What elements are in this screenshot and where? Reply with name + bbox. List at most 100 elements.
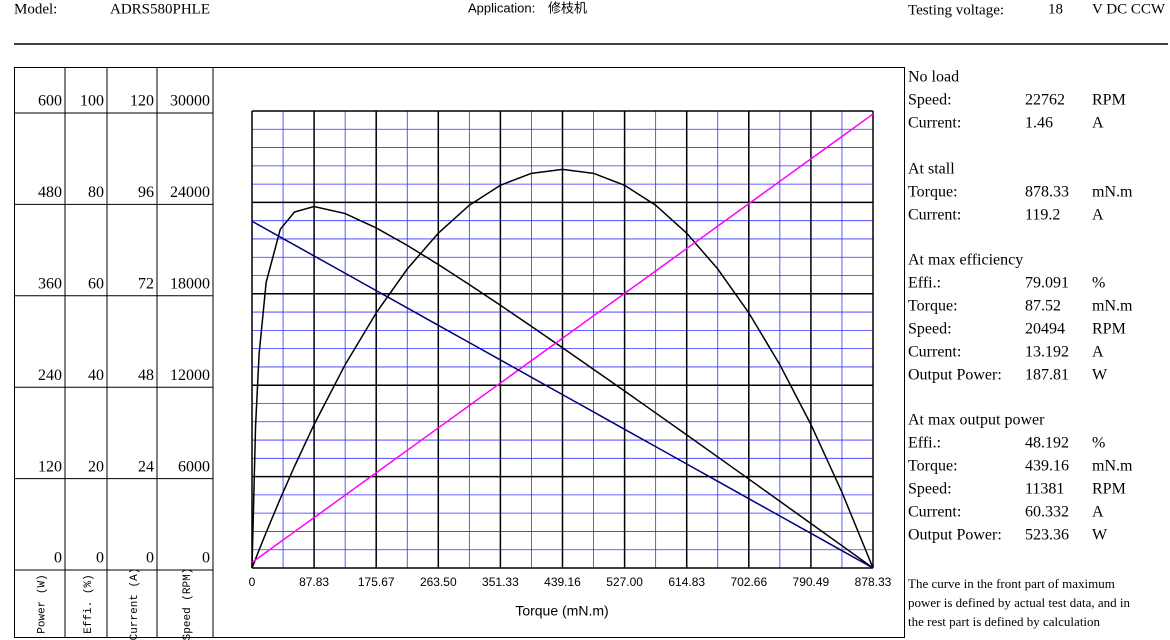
spec-unit: W: [1092, 527, 1108, 544]
y-tick-label: 20: [88, 458, 104, 475]
y-tick-label: 120: [130, 93, 154, 110]
y-tick-label: 80: [88, 184, 104, 201]
y-tick-label: 0: [146, 550, 154, 567]
note-line: the rest part is defined by calculation: [908, 614, 1101, 629]
y-axis-label: Power (W): [36, 574, 48, 633]
series-line: [251, 113, 874, 564]
y-tick-label: 12000: [170, 367, 210, 384]
y-tick-label: 0: [54, 550, 62, 567]
spec-unit: %: [1092, 435, 1105, 452]
spec-value: 60.332: [1025, 504, 1069, 521]
y-tick-label: 240: [38, 367, 62, 384]
spec-unit: %: [1092, 275, 1105, 292]
x-tick-label: 439.16: [544, 575, 581, 589]
y-axis-label: Speed (RPM): [182, 568, 194, 640]
spec-label: Torque:: [908, 298, 958, 315]
note-line: The curve in the front part of maximum: [908, 576, 1115, 591]
voltage: 18: [1048, 1, 1063, 17]
spec-unit: RPM: [1092, 321, 1126, 338]
y-tick-label: 360: [38, 275, 62, 292]
spec-label: Current:: [908, 344, 961, 361]
y-tick-label: 24: [138, 458, 154, 475]
spec-label: Current:: [908, 504, 961, 521]
spec-label: Current:: [908, 115, 961, 132]
spec-unit: A: [1092, 504, 1104, 521]
spec-unit: A: [1092, 115, 1104, 132]
spec-heading: At max efficiency: [908, 252, 1023, 269]
series-line: [251, 205, 874, 569]
y-tick-label: 96: [138, 184, 154, 201]
spec-value: 13.192: [1025, 344, 1069, 361]
y-axis-label: Current (A): [129, 568, 141, 640]
application-label: Application:: [468, 0, 535, 15]
voltage-unit: V DC CCW: [1092, 1, 1166, 17]
x-tick-label: 351.33: [482, 575, 519, 589]
spec-value: 48.192: [1025, 435, 1069, 452]
spec-value: 878.33: [1025, 184, 1069, 201]
y-tick-label: 100: [80, 93, 104, 110]
y-tick-label: 48: [138, 367, 154, 384]
spec-label: Torque:: [908, 458, 958, 475]
series-line: [251, 220, 874, 569]
spec-label: Speed:: [908, 321, 952, 338]
model: ADRS580PHLE: [110, 1, 210, 17]
model-label: Model:: [14, 1, 57, 17]
spec-value: 79.091: [1025, 275, 1069, 292]
y-axis-label: Effi. (%): [83, 574, 95, 633]
chart-frame: [14, 67, 905, 638]
spec-value: 1.46: [1025, 115, 1053, 132]
spec-value: 119.2: [1025, 207, 1060, 224]
spec-label: Speed:: [908, 92, 952, 109]
spec-value: 439.16: [1025, 458, 1069, 475]
x-tick-label: 790.49: [793, 575, 830, 589]
x-axis-label: Torque (mN.m): [515, 603, 608, 619]
x-tick-label: 263.50: [420, 575, 457, 589]
spec-unit: A: [1092, 344, 1104, 361]
y-tick-label: 0: [202, 550, 210, 567]
spec-value: 11381: [1025, 481, 1064, 498]
spec-value: 20494: [1025, 321, 1065, 338]
y-tick-label: 6000: [178, 458, 210, 475]
spec-value: 187.81: [1025, 367, 1069, 384]
spec-value: 87.52: [1025, 298, 1061, 315]
spec-unit: mN.m: [1092, 184, 1133, 201]
spec-label: Current:: [908, 207, 961, 224]
note-line: power is defined by actual test data, an…: [908, 595, 1131, 610]
spec-label: Torque:: [908, 184, 958, 201]
x-tick-label: 0: [249, 575, 256, 589]
spec-label: Output Power:: [908, 367, 1002, 384]
y-tick-label: 72: [138, 275, 154, 292]
spec-unit: mN.m: [1092, 458, 1133, 475]
spec-unit: RPM: [1092, 92, 1126, 109]
y-tick-label: 0: [96, 550, 104, 567]
spec-unit: mN.m: [1092, 298, 1133, 315]
spec-heading: No load: [908, 69, 959, 86]
x-tick-label: 614.83: [668, 575, 705, 589]
spec-label: Speed:: [908, 481, 952, 498]
spec-heading: At max output power: [908, 412, 1045, 429]
spec-label: Output Power:: [908, 527, 1002, 544]
application: 修枝机: [548, 0, 587, 15]
spec-unit: W: [1092, 367, 1108, 384]
y-tick-label: 30000: [170, 93, 210, 110]
x-tick-label: 175.67: [358, 575, 395, 589]
x-tick-label: 527.00: [606, 575, 643, 589]
y-tick-label: 24000: [170, 184, 210, 201]
spec-value: 22762: [1025, 92, 1065, 109]
y-tick-label: 18000: [170, 275, 210, 292]
spec-value: 523.36: [1025, 527, 1069, 544]
y-tick-label: 120: [38, 458, 62, 475]
spec-label: Effi.:: [908, 275, 941, 292]
x-tick-label: 87.83: [299, 575, 329, 589]
spec-heading: At stall: [908, 161, 955, 178]
spec-unit: A: [1092, 207, 1104, 224]
x-tick-label: 702.66: [730, 575, 767, 589]
series-line: [251, 168, 874, 569]
x-tick-label: 878.33: [855, 575, 892, 589]
spec-unit: RPM: [1092, 481, 1126, 498]
y-tick-label: 480: [38, 184, 62, 201]
spec-label: Effi.:: [908, 435, 941, 452]
y-tick-label: 600: [38, 93, 62, 110]
y-tick-label: 40: [88, 367, 104, 384]
